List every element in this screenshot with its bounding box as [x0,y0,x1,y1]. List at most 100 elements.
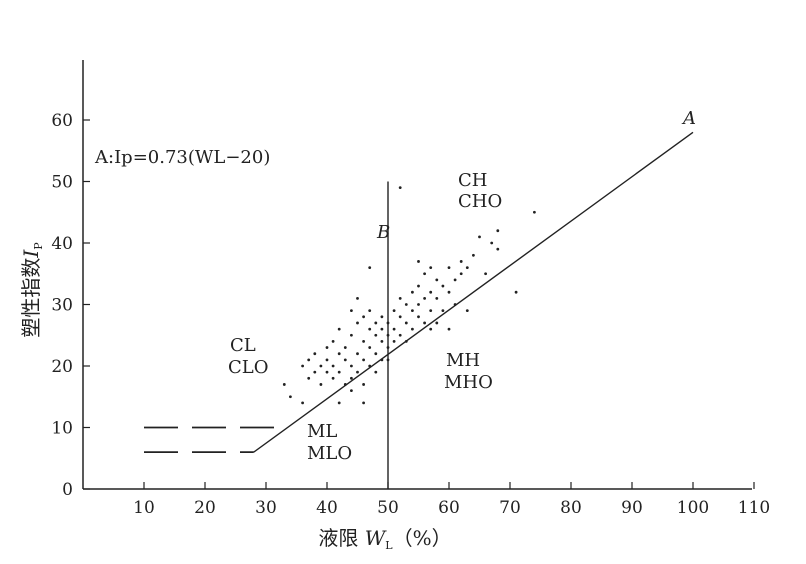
data-point [435,321,439,325]
data-points [282,186,536,405]
x-tick-label: 70 [499,498,521,518]
data-point [496,247,500,251]
data-point [380,315,384,319]
y-axis-title: 塑性指数IP [19,242,45,338]
y-axis-title-subscript: P [32,242,45,250]
data-point [411,309,414,313]
x-axis-title-subscript: L [385,539,393,552]
data-point [417,260,420,263]
data-point [459,272,463,276]
x-tick-label: 60 [438,498,460,518]
data-point [398,315,402,319]
y-tick-label: 50 [51,173,73,193]
data-point [435,278,439,282]
data-point [319,364,323,368]
data-point [404,303,408,306]
data-point [404,321,408,325]
region-cl-label: CL [230,335,256,356]
data-point [417,284,420,288]
data-point [447,290,451,294]
data-point [380,340,384,343]
data-point [362,315,365,319]
region-mlo-label: MLO [307,443,352,464]
data-point [398,296,402,300]
data-point [319,383,323,386]
y-tick-label: 60 [51,111,73,131]
region-mh-label: MH [446,350,480,371]
data-point [350,333,353,337]
data-point [289,395,292,399]
data-point [325,358,329,362]
data-point [368,327,372,331]
data-point [465,266,469,269]
data-point [447,327,451,331]
data-point [337,327,341,331]
data-point [356,370,359,374]
data-point [374,333,378,337]
equation-label: A:Ip=0.73(WL−20) [94,147,270,168]
region-ch-label: CH [458,170,487,191]
x-tick-label: 30 [255,498,277,518]
data-point [429,309,433,313]
data-point [350,309,353,313]
data-point [398,333,402,337]
data-point [386,333,390,337]
data-point [356,352,359,356]
data-point [417,315,420,319]
data-point [337,370,341,374]
data-point [392,309,396,313]
region-mho-label: MHO [444,372,493,393]
y-tick-label: 30 [51,296,73,316]
data-point [282,383,286,386]
data-point [307,376,311,380]
data-point [368,364,372,368]
x-tick-label: 50 [377,498,399,518]
data-point [423,272,426,276]
data-point [350,376,353,380]
data-point [307,358,311,362]
line-a-label: A [681,108,696,129]
data-point [313,352,317,356]
region-cho-label: CHO [458,191,502,212]
region-ml-label: ML [307,421,337,442]
data-point [441,309,445,313]
data-point [325,346,329,349]
data-point [386,346,390,349]
x-tick-label: 100 [677,498,709,518]
data-point [343,346,347,349]
data-point [447,266,451,269]
y-tick-label: 20 [51,357,73,377]
data-point [331,364,335,368]
data-point [362,383,365,386]
data-point [386,358,390,362]
data-point [356,321,359,325]
data-point [417,303,420,306]
x-axis-title-base: 液限 [318,526,364,550]
y-axis-title-symbol: I [19,249,43,259]
data-point [490,241,494,245]
line-a [253,131,694,453]
axis-ticks: 10 20 30 40 50 60 70 80 90 100 110 0 10 20 30 40 50 60 [51,111,770,518]
data-point [392,340,396,343]
data-point [313,370,317,374]
x-tick-label: 80 [560,498,582,518]
data-point [453,278,457,282]
y-axis-title-base: 塑性指数 [19,258,43,338]
data-point [398,186,402,190]
data-point [337,401,341,405]
data-point [514,290,518,294]
data-point [472,253,475,257]
data-point [429,327,433,331]
data-point [362,401,365,405]
x-tick-label: 10 [133,498,155,518]
data-point [331,340,335,343]
data-point [362,340,365,343]
data-point [423,296,426,300]
x-tick-label: 40 [316,498,338,518]
data-point [429,290,433,294]
line-b-label: B [376,222,390,243]
x-tick-label: 20 [194,498,216,518]
data-point [484,272,487,276]
data-point [453,303,457,306]
